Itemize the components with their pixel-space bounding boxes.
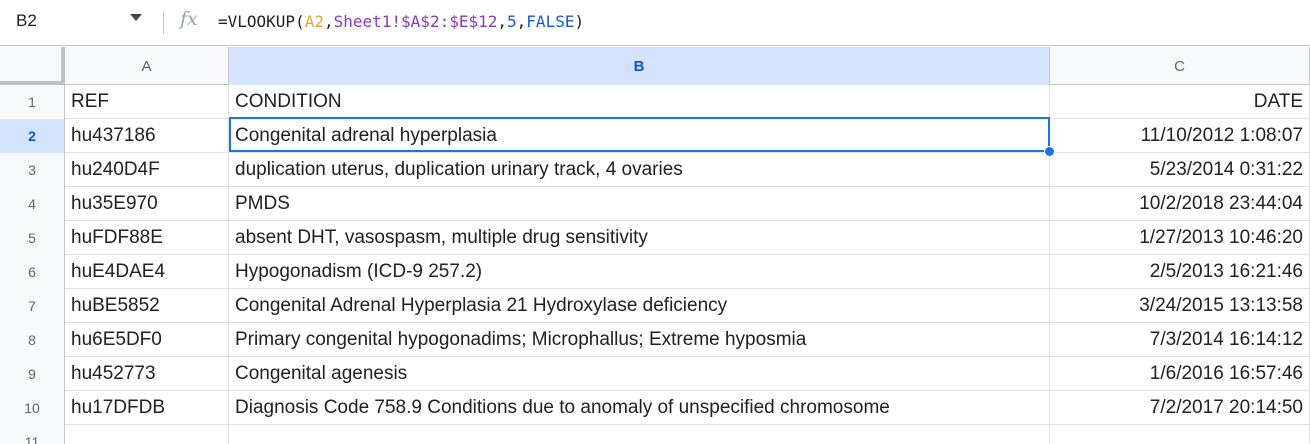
- cell-c10[interactable]: 7/2/2017 20:14:50: [1050, 391, 1310, 425]
- cell-c7[interactable]: 3/24/2015 13:13:58: [1050, 289, 1310, 323]
- cell-b3[interactable]: duplication uterus, duplication urinary …: [229, 153, 1050, 187]
- row-header[interactable]: 7: [0, 289, 65, 323]
- table-row: 1 REF CONDITION DATE: [0, 85, 1310, 119]
- cell-c11[interactable]: [1050, 425, 1310, 444]
- cell-c2[interactable]: 11/10/2012 1:08:07: [1050, 119, 1310, 153]
- select-all-corner[interactable]: [0, 47, 65, 85]
- cell-b2[interactable]: Congenital adrenal hyperplasia: [229, 119, 1050, 153]
- table-row: 2 hu437186 Congenital adrenal hyperplasia 1…: [0, 119, 1310, 153]
- row-header[interactable]: 11: [0, 425, 65, 444]
- cell-a8[interactable]: hu6E5DF0: [65, 323, 229, 357]
- formula-prefix: =VLOOKUP(: [218, 12, 305, 31]
- cell-a5[interactable]: huFDF88E: [65, 221, 229, 255]
- formula-bar-divider: [163, 12, 164, 34]
- cell-b4[interactable]: PMDS: [229, 187, 1050, 221]
- fill-handle[interactable]: [1044, 146, 1055, 157]
- cell-c3[interactable]: 5/23/2014 0:31:22: [1050, 153, 1310, 187]
- table-row: 3 hu240D4F duplication uterus, duplication…: [0, 153, 1310, 187]
- formula-arg-range: Sheet1!$A$2:$E$12: [333, 12, 498, 31]
- cell-a6[interactable]: huE4DAE4: [65, 255, 229, 289]
- cell-b9[interactable]: Congenital agenesis: [229, 357, 1050, 391]
- cell-b1[interactable]: CONDITION: [229, 85, 1050, 119]
- cell-c9[interactable]: 1/6/2016 16:57:46: [1050, 357, 1310, 391]
- table-row: 8 hu6E5DF0 Primary congenital hypogonadims…: [0, 323, 1310, 357]
- formula-suffix: ): [574, 12, 585, 31]
- row-header[interactable]: 9: [0, 357, 65, 391]
- cell-a9[interactable]: hu452773: [65, 357, 229, 391]
- cell-c1[interactable]: DATE: [1050, 85, 1310, 119]
- formula-bar: B2 fx =VLOOKUP(A2,Sheet1!$A$2:$E$12,5,FA…: [0, 0, 1310, 46]
- row-header[interactable]: 1: [0, 85, 65, 119]
- fx-icon: fx: [180, 8, 198, 30]
- table-row: 4 hu35E970 PMDS 10/2/2018 23:44:04: [0, 187, 1310, 221]
- row-header[interactable]: 6: [0, 255, 65, 289]
- cell-a11[interactable]: [65, 425, 229, 444]
- row-header[interactable]: 8: [0, 323, 65, 357]
- column-header-b[interactable]: B: [229, 47, 1050, 85]
- table-row: 6 huE4DAE4 Hypogonadism (ICD-9 257.2) 2/5/2…: [0, 255, 1310, 289]
- row-header[interactable]: 4: [0, 187, 65, 221]
- formula-arg-bool: FALSE: [526, 12, 575, 31]
- cell-a1[interactable]: REF: [65, 85, 229, 119]
- cell-c8[interactable]: 7/3/2014 16:14:12: [1050, 323, 1310, 357]
- chevron-down-icon[interactable]: [130, 14, 142, 21]
- column-header-row: A B C: [0, 47, 1310, 85]
- cell-c6[interactable]: 2/5/2013 16:21:46: [1050, 255, 1310, 289]
- column-header-c[interactable]: C: [1050, 47, 1310, 85]
- cell-b6[interactable]: Hypogonadism (ICD-9 257.2): [229, 255, 1050, 289]
- cell-a10[interactable]: hu17DFDB: [65, 391, 229, 425]
- table-row: 5 huFDF88E absent DHT, vasospasm, multiple…: [0, 221, 1310, 255]
- table-row: 9 hu452773 Congenital agenesis 1/6/2016 16:…: [0, 357, 1310, 391]
- formula-sep: ,: [516, 12, 527, 31]
- table-row: 11: [0, 425, 1310, 444]
- row-header[interactable]: 2: [0, 119, 65, 153]
- formula-sep: ,: [497, 12, 508, 31]
- row-header[interactable]: 5: [0, 221, 65, 255]
- cell-a2[interactable]: hu437186: [65, 119, 229, 153]
- row-header[interactable]: 10: [0, 391, 65, 425]
- cell-b11[interactable]: [229, 425, 1050, 444]
- cell-c4[interactable]: 10/2/2018 23:44:04: [1050, 187, 1310, 221]
- cell-b5[interactable]: absent DHT, vasospasm, multiple drug sen…: [229, 221, 1050, 255]
- formula-input[interactable]: =VLOOKUP(A2,Sheet1!$A$2:$E$12,5,FALSE): [218, 12, 584, 31]
- formula-arg-index: 5: [507, 12, 517, 31]
- cell-c5[interactable]: 1/27/2013 10:46:20: [1050, 221, 1310, 255]
- cell-a4[interactable]: hu35E970: [65, 187, 229, 221]
- name-box-value: B2: [16, 11, 37, 30]
- table-row: 7 huBE5852 Congenital Adrenal Hyperplasia …: [0, 289, 1310, 323]
- cell-a7[interactable]: huBE5852: [65, 289, 229, 323]
- column-header-a[interactable]: A: [65, 47, 229, 85]
- row-header[interactable]: 3: [0, 153, 65, 187]
- formula-sep: ,: [323, 12, 334, 31]
- cell-b8[interactable]: Primary congenital hypogonadims; Microph…: [229, 323, 1050, 357]
- cell-b7[interactable]: Congenital Adrenal Hyperplasia 21 Hydrox…: [229, 289, 1050, 323]
- formula-arg-ref: A2: [304, 12, 324, 31]
- name-box[interactable]: B2: [0, 0, 162, 46]
- cell-b10[interactable]: Diagnosis Code 758.9 Conditions due to a…: [229, 391, 1050, 425]
- table-row: 10 hu17DFDB Diagnosis Code 758.9 Condition…: [0, 391, 1310, 425]
- cell-a3[interactable]: hu240D4F: [65, 153, 229, 187]
